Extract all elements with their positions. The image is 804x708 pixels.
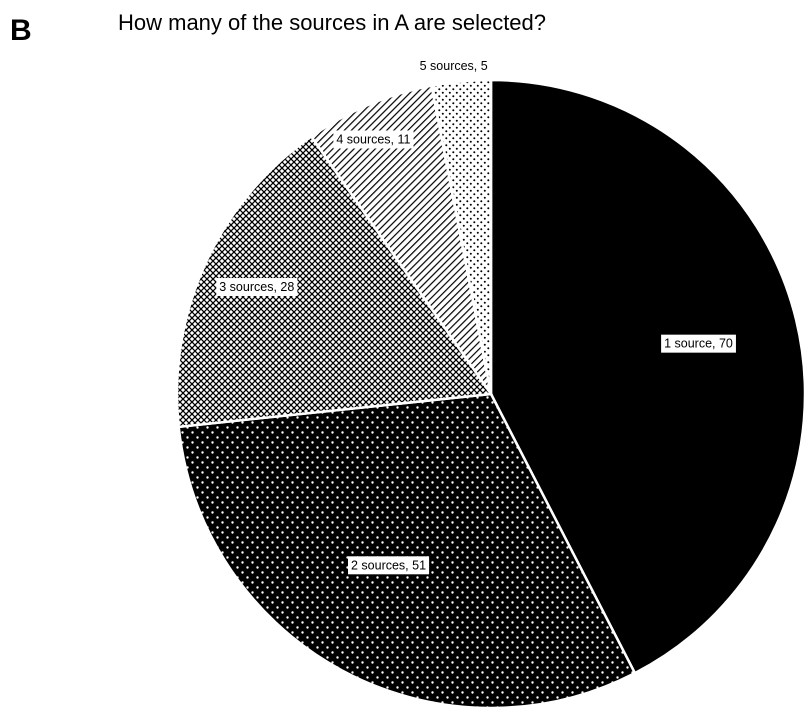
slice-label-group-5: 5 sources, 5 [416,56,491,75]
slice-label-box-5 [416,56,491,75]
pie-slice-2 [177,392,637,708]
slice-label-box-4 [333,130,414,149]
slice-label-group-1: 1 source, 70 [661,334,736,353]
pie-slices [175,78,804,708]
slice-label-box-1 [661,334,736,353]
slice-label-2: 2 sources, 51 [351,558,426,572]
slice-label-group-3: 3 sources, 28 [216,278,298,297]
slice-label-5: 5 sources, 5 [420,59,488,73]
slice-label-group-4: 4 sources, 11 [333,130,414,149]
slice-label-1: 1 source, 70 [664,337,733,351]
pie-labels: 1 source, 70 2 sources, 51 3 sources, 28 4 … [216,56,736,575]
panel-letter: B [10,14,32,47]
pie-slice-1 [489,78,804,675]
pie-slice-3 [175,134,494,429]
pie-slice-5 [430,78,493,395]
slice-label-4: 4 sources, 11 [336,132,410,146]
slice-label-box-3 [216,278,298,297]
chart-title: How many of the sources in A are selecte… [118,10,547,35]
slice-label-box-2 [347,556,430,575]
slice-label-group-2: 2 sources, 51 [347,556,430,575]
slice-label-3: 3 sources, 28 [219,280,294,294]
